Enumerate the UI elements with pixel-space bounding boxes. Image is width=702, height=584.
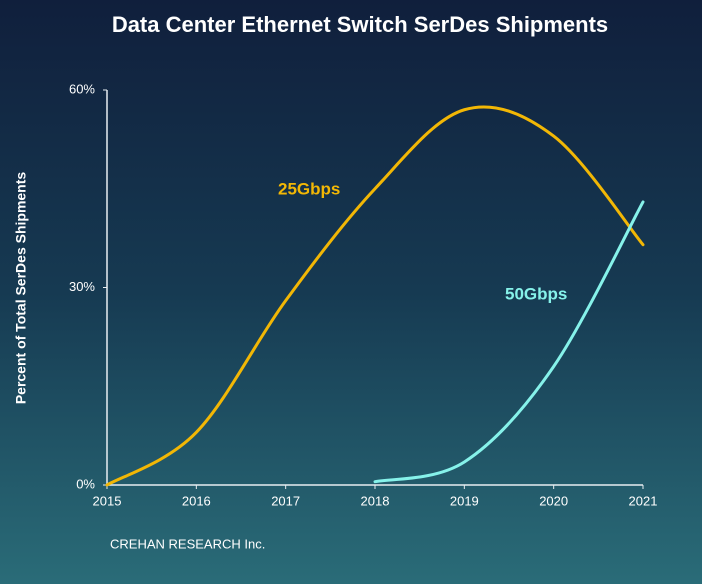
x-tick-label: 2018: [361, 493, 390, 508]
x-tick-label: 2020: [539, 493, 568, 508]
y-tick-label: 60%: [69, 81, 95, 96]
x-tick-label: 2015: [93, 493, 122, 508]
series-label: 25Gbps: [278, 179, 340, 198]
x-tick-label: 2017: [271, 493, 300, 508]
series-line: [105, 105, 645, 487]
source: CREHAN RESEARCH Inc.: [110, 536, 265, 551]
y-tick-label: 30%: [69, 279, 95, 294]
series-line: [373, 200, 645, 484]
y-tick-label: 0%: [76, 476, 95, 491]
series-label: 50Gbps: [505, 284, 567, 303]
y-axis-label: Percent of Total SerDes Shipments: [13, 172, 29, 405]
chart-title: Data Center Ethernet Switch SerDes Shipm…: [112, 12, 608, 37]
x-tick-label: 2019: [450, 493, 479, 508]
x-tick-label: 2021: [629, 493, 658, 508]
x-tick-label: 2016: [182, 493, 211, 508]
